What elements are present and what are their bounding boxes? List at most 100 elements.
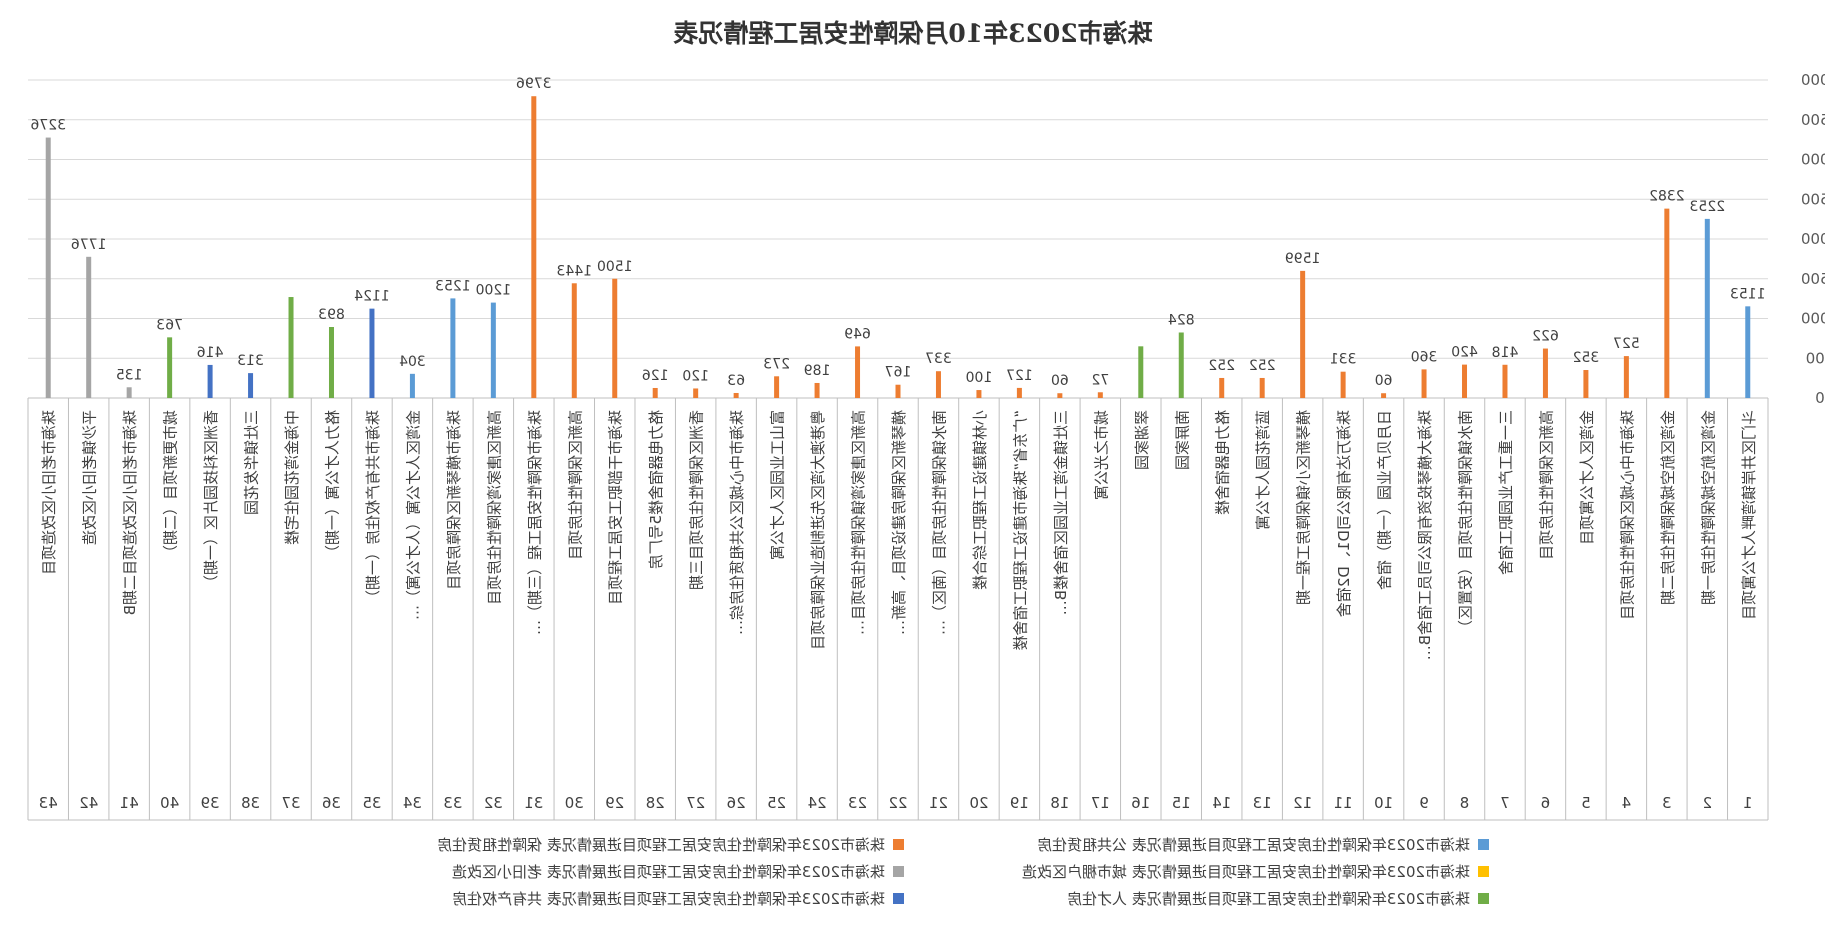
data-label-34: 304 [399, 354, 426, 370]
bar-36-series-5 [328, 327, 334, 398]
legend-label-6: 珠海市2023年保障性住房安居工程项目进展情况表 共有产权住房 [452, 890, 885, 908]
bar-3-series-2 [1664, 208, 1670, 398]
category-number-15: 15 [1172, 794, 1191, 812]
bar-31-series-2 [531, 96, 537, 398]
category-name-17: 城市之光公寓 [1092, 410, 1110, 500]
bar-24-series-2 [814, 382, 820, 398]
category-number-24: 24 [808, 794, 827, 812]
data-label-8: 420 [1451, 345, 1478, 361]
data-label-40: 763 [156, 317, 183, 333]
bar-7-series-2 [1502, 364, 1508, 398]
data-label-3: 2382 [1649, 189, 1685, 205]
y-tick-label: 500 [1806, 349, 1825, 367]
y-tick-label: 4000 [1801, 71, 1825, 89]
category-name-11: 珠海万达有限公司D1、D2宿舍 [1335, 410, 1353, 617]
category-name-6: 高新区保障性住房项目 [1537, 410, 1555, 560]
bar-1-series-1 [1745, 306, 1751, 398]
category-number-29: 29 [605, 794, 624, 812]
bar-4-series-2 [1623, 356, 1629, 398]
category-name-1: 斗门区井岸镇湾畔人才公寓项目 [1740, 410, 1758, 620]
category-name-9: 珠海大横琴投资有限公司员工宿舍B… [1416, 410, 1434, 660]
data-label-29: 1500 [597, 259, 633, 275]
category-name-5: 金湾区人才公寓项目 [1578, 410, 1596, 545]
legend-label-1: 珠海市2023年保障性住房安居工程项目进展情况表 公共租赁住房 [1037, 836, 1470, 854]
category-number-40: 40 [160, 794, 179, 812]
category-number-14: 14 [1212, 794, 1231, 812]
bar-33-series-1 [450, 298, 456, 398]
category-name-4: 珠海市中心城区保障性住房项目 [1618, 410, 1636, 620]
category-number-12: 12 [1293, 794, 1312, 812]
data-label-18: 60 [1051, 373, 1069, 389]
data-label-14: 252 [1208, 358, 1235, 374]
bar-29-series-2 [612, 278, 618, 398]
category-name-26: 珠海市中心城区公共租赁住房综… [728, 410, 746, 635]
bar-37-series-5 [288, 297, 294, 398]
category-number-20: 20 [969, 794, 988, 812]
data-label-28: 126 [642, 368, 669, 384]
category-number-39: 39 [201, 794, 220, 812]
category-number-37: 37 [281, 794, 300, 812]
data-label-13: 252 [1249, 358, 1276, 374]
data-label-43: 3276 [30, 118, 66, 134]
bar-11-series-2 [1340, 371, 1346, 398]
category-number-11: 11 [1334, 794, 1353, 812]
category-number-23: 23 [848, 794, 867, 812]
category-name-36: 格力人才公寓（一期） [323, 410, 341, 560]
category-name-31: 珠海市保障性安居工程（三期）… [526, 410, 544, 635]
bar-30-series-2 [571, 283, 577, 398]
category-number-42: 42 [79, 794, 98, 812]
y-tick-label: 1000 [1801, 310, 1825, 328]
bar-19-series-2 [1016, 387, 1022, 398]
data-label-1: 1153 [1730, 286, 1766, 302]
category-number-27: 27 [686, 794, 705, 812]
category-labels: 1 斗门区井岸镇湾畔人才公寓项目 2 金湾区航空城保障性住房一期 3 金湾区航空城保障性住… [39, 410, 1758, 812]
data-label-4: 527 [1613, 336, 1640, 352]
category-name-35: 珠海市共有产权住房（一期） [364, 410, 382, 605]
category-name-19: “广东省”珠海市建设工程职工宿舍楼 [1011, 410, 1029, 651]
bar-28-series-2 [652, 387, 658, 398]
category-name-23: 高新区唐家湾镇保障性住房项目… [850, 410, 868, 635]
data-label-36: 893 [318, 307, 345, 323]
legend-swatch-4 [893, 866, 904, 877]
bar-40-series-5 [167, 337, 173, 398]
category-number-3: 3 [1662, 794, 1672, 812]
bar-39-series-6 [207, 364, 213, 398]
legend-label-2: 珠海市2023年保障性住房安居工程项目进展情况表 保障性租赁住房 [437, 836, 885, 854]
category-name-28: 格力电器宿舍楼5号厂房 [647, 410, 665, 570]
category-name-3: 金湾区航空城保障性住房二期 [1659, 410, 1677, 605]
legend-swatch-6 [893, 893, 904, 904]
bar-20-series-2 [976, 390, 982, 398]
category-number-17: 17 [1091, 794, 1110, 812]
category-name-10: 日月贝产业园（一期）宿舍 [1376, 410, 1394, 590]
category-number-28: 28 [646, 794, 665, 812]
bars [45, 96, 1751, 399]
category-name-21: 南水镇保障性住房项目（南区）… [930, 410, 948, 635]
data-label-2: 2253 [1689, 199, 1725, 215]
legend-label-5: 珠海市2023年保障性住房安居工程项目进展情况表 人才住房 [1067, 890, 1470, 908]
category-number-35: 35 [362, 794, 381, 812]
y-tick-label: 2500 [1801, 190, 1825, 208]
bar-23-series-2 [855, 346, 861, 398]
y-tick-label: 0 [1815, 389, 1825, 407]
category-number-8: 8 [1460, 794, 1470, 812]
bar-14-series-2 [1219, 377, 1225, 398]
category-table [27, 397, 1769, 821]
category-name-16: 翠湖家园 [1133, 410, 1151, 470]
bar-17-series-2 [1097, 392, 1103, 398]
data-label-17: 72 [1091, 372, 1109, 388]
bar-8-series-2 [1462, 364, 1468, 398]
data-label-30: 1443 [556, 263, 592, 279]
category-name-41: 珠海市老旧小区改造项目二期B [121, 410, 139, 615]
bar-38-series-6 [248, 373, 254, 398]
category-number-4: 4 [1622, 794, 1632, 812]
bar-6-series-2 [1542, 348, 1548, 398]
data-label-31: 3796 [516, 76, 552, 92]
bar-5-series-2 [1583, 370, 1589, 398]
category-name-40: 城市更新项目（二期） [162, 410, 180, 560]
data-label-23: 649 [844, 326, 871, 342]
legend-label-4: 珠海市2023年保障性住房安居工程项目进展情况表 老旧小区改造 [452, 863, 885, 881]
data-label-10: 60 [1375, 373, 1393, 389]
category-name-38: 三灶镇华发花园 [243, 410, 261, 515]
category-number-43: 43 [39, 794, 58, 812]
